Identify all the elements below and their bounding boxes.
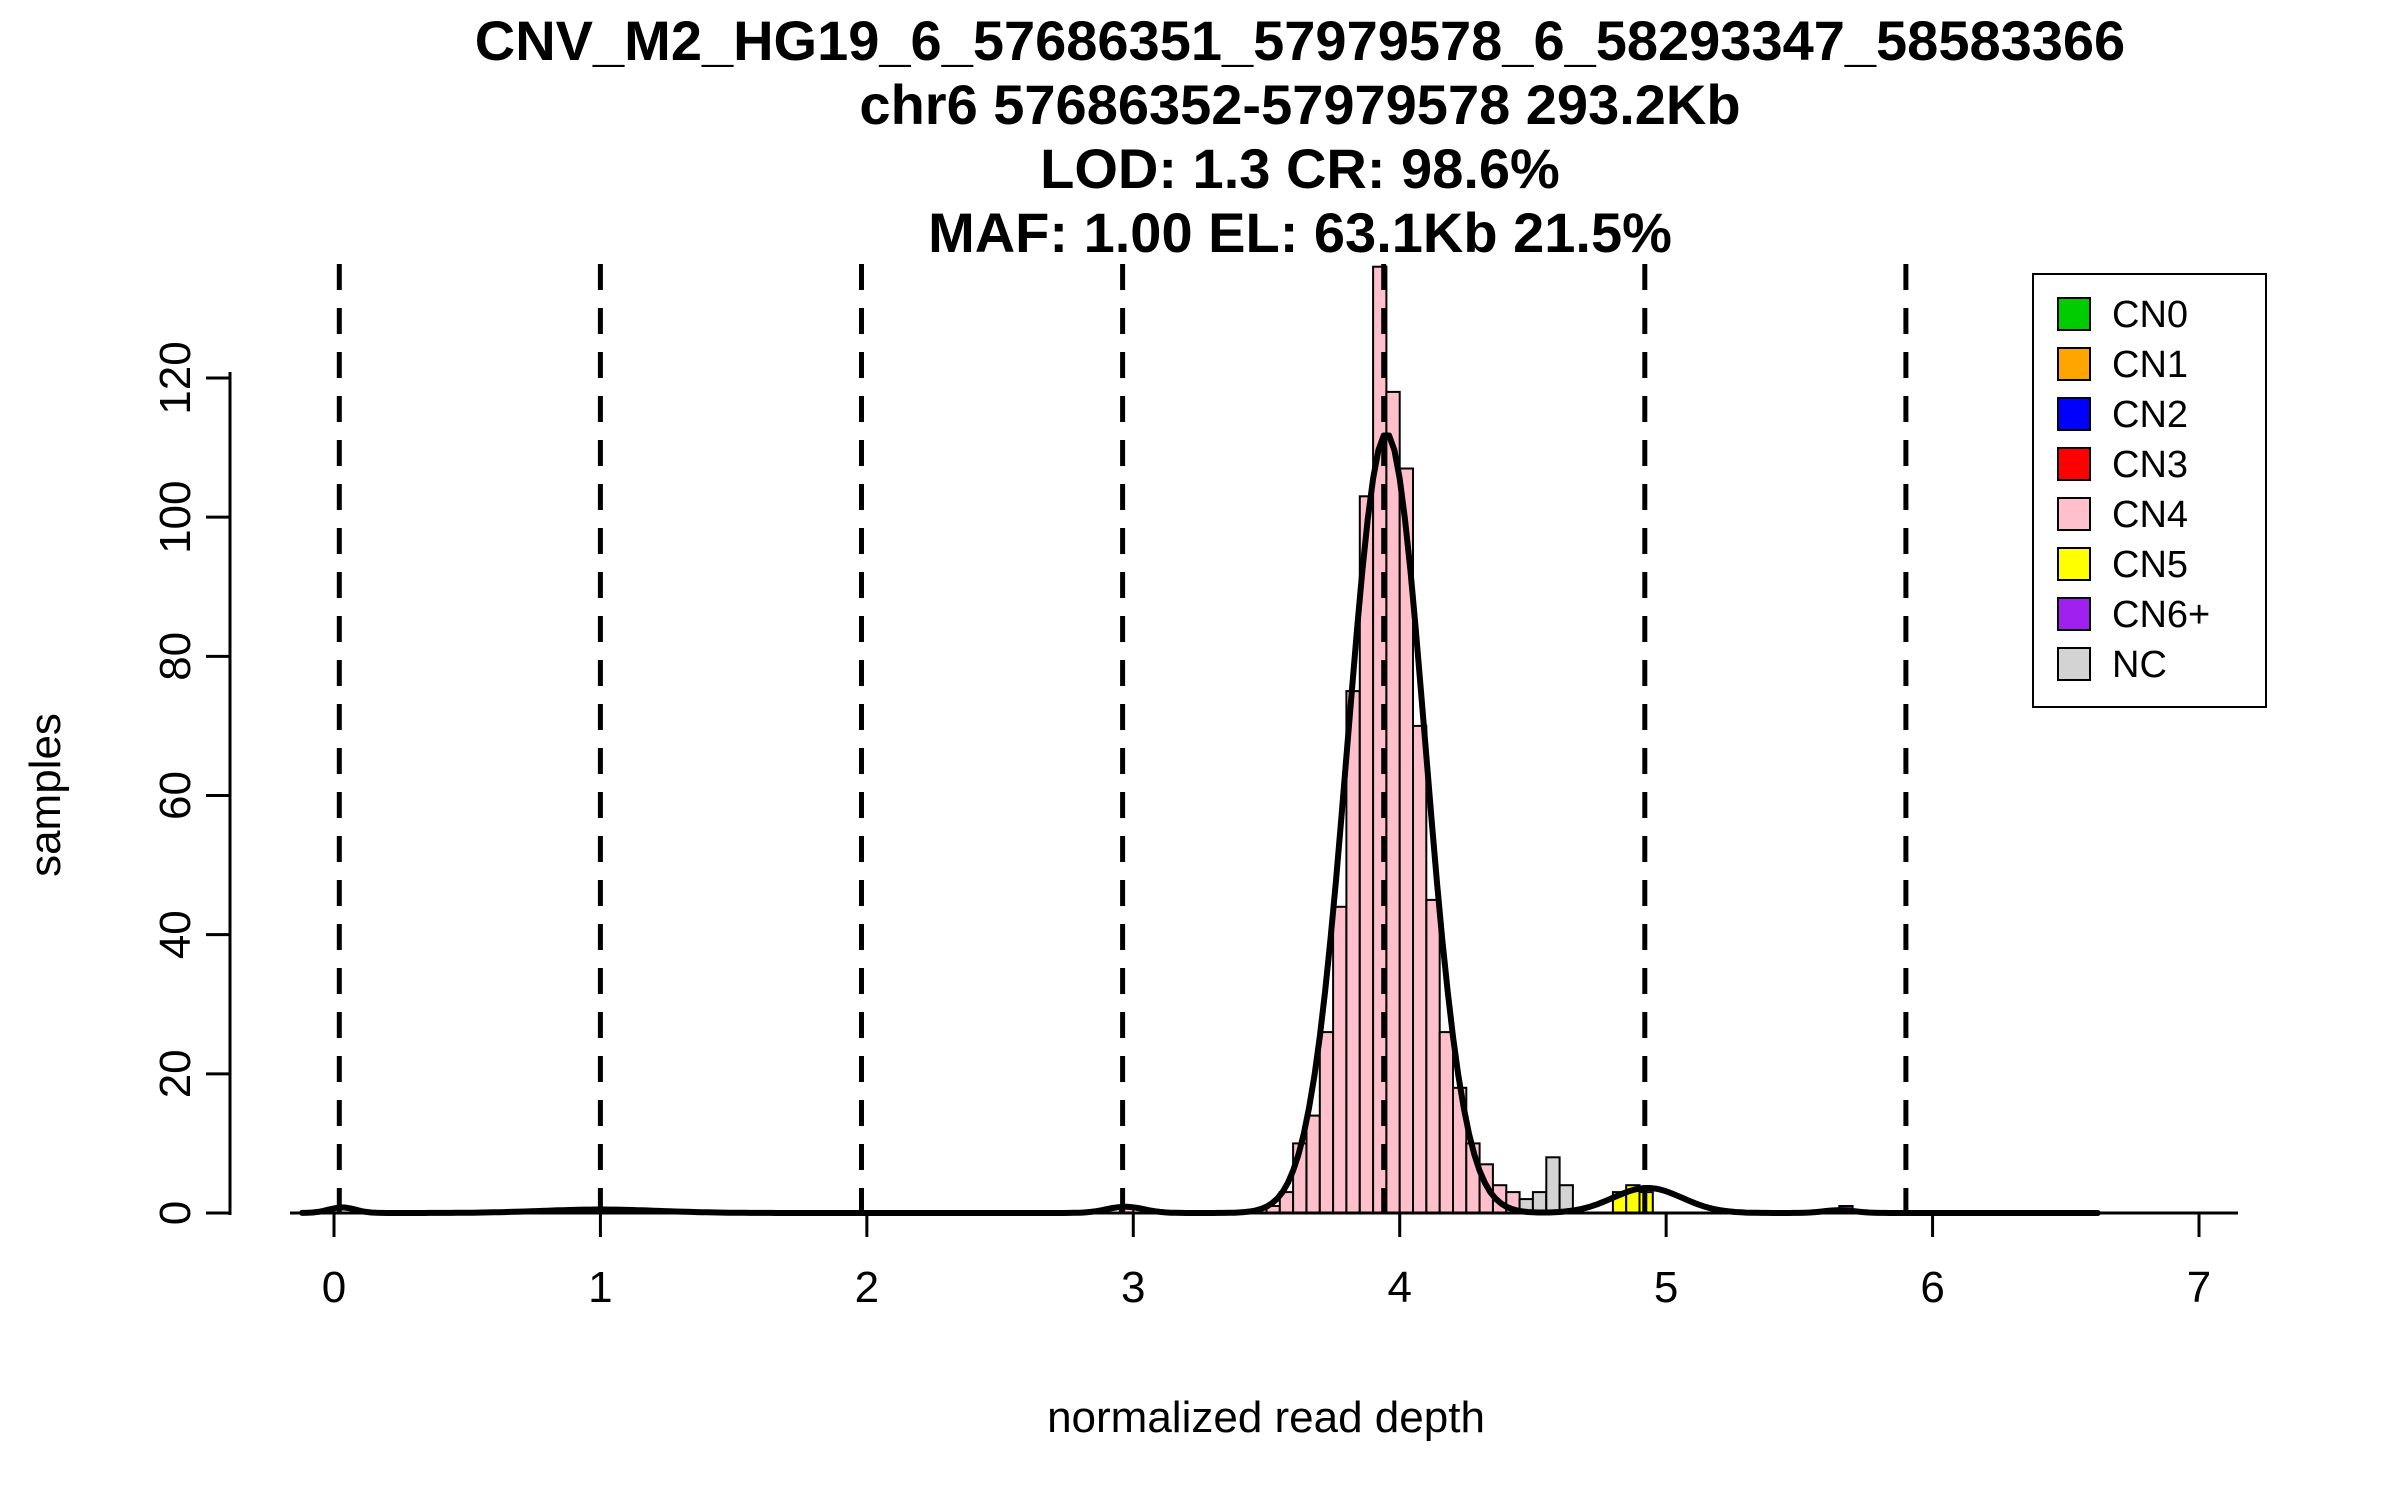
legend-label: CN2	[2112, 394, 2188, 436]
x-tick-label: 2	[855, 1263, 879, 1312]
legend-item: CN3	[2057, 444, 2188, 486]
legend-item: NC	[2057, 644, 2167, 686]
legend-item: CN0	[2057, 294, 2188, 336]
legend-item: CN5	[2057, 544, 2188, 586]
x-tick-label: 6	[1920, 1263, 1944, 1312]
histogram-bar-cn4	[1425, 898, 1441, 1215]
density-curve	[299, 432, 2101, 1216]
title-line-2: chr6 57686352-57979578 293.2Kb	[859, 73, 1740, 136]
y-tick-label: 100	[151, 480, 200, 553]
legend-label: CN0	[2112, 294, 2188, 336]
legend-label: CN3	[2112, 444, 2188, 486]
histogram-bar-cn4	[1318, 1031, 1335, 1214]
legend-swatch-cn5	[2057, 547, 2091, 581]
y-tick-label: 40	[151, 910, 200, 959]
histogram-bar-cn4	[1332, 905, 1348, 1214]
histogram-bars	[1119, 265, 1854, 1215]
x-tick-label: 7	[2187, 1263, 2211, 1312]
legend-item: CN2	[2057, 394, 2188, 436]
legend-swatch-cn0	[2057, 297, 2091, 331]
histogram-bar-cn4	[1412, 724, 1428, 1215]
x-axis: 0 1 2 3 4 5 6 7	[290, 1211, 2238, 1312]
legend: CN0 CN1 CN2 CN3 CN4 CN5 CN6+ NC	[2032, 273, 2267, 708]
x-tick-label: 0	[322, 1263, 346, 1312]
y-tick-label: 0	[151, 1201, 200, 1225]
legend-swatch-cn3	[2057, 447, 2091, 481]
x-tick-label: 4	[1387, 1263, 1411, 1312]
y-tick-label: 20	[151, 1049, 200, 1098]
histogram-bar-cn4	[1345, 690, 1361, 1214]
legend-label: CN4	[2112, 494, 2188, 536]
legend-swatch-cn1	[2057, 347, 2091, 381]
legend-label: CN1	[2112, 344, 2188, 386]
y-tick-label: 60	[151, 771, 200, 820]
legend-item: CN6+	[2057, 594, 2210, 636]
legend-label: CN6+	[2112, 594, 2210, 636]
x-tick-label: 3	[1121, 1263, 1145, 1312]
legend-swatch-cn4	[2057, 497, 2091, 531]
legend-box	[2032, 273, 2267, 708]
histogram-bar-cn4	[1438, 1031, 1454, 1214]
x-tick-label: 5	[1654, 1263, 1678, 1312]
y-axis-label: samples	[21, 713, 70, 877]
legend-swatch-nc	[2057, 647, 2091, 681]
title-line-3: LOD: 1.3 CR: 98.6%	[1040, 137, 1560, 200]
histogram-bar-cn4	[1385, 390, 1401, 1214]
legend-item: CN1	[2057, 344, 2188, 386]
histogram-bar-nc	[1545, 1156, 1561, 1215]
x-tick-label: 1	[588, 1263, 612, 1312]
title-line-1: CNV_M2_HG19_6_57686351_57979578_6_582933…	[475, 9, 2125, 72]
x-axis-label: normalized read depth	[1047, 1393, 1485, 1442]
legend-swatch-cn6plus	[2057, 597, 2091, 631]
cn-center-lines	[336, 264, 1909, 1213]
legend-label: NC	[2112, 644, 2167, 686]
histogram-bar-cn4	[1305, 1114, 1321, 1214]
y-tick-label: 80	[151, 632, 200, 681]
title-line-4: MAF: 1.00 EL: 63.1Kb 21.5%	[928, 201, 1672, 264]
plot-area: 0 1 2 3 4 5 6 7 0 20 40 60 80 100 120	[151, 264, 2238, 1312]
legend-label: CN5	[2112, 544, 2188, 586]
legend-item: CN4	[2057, 494, 2188, 536]
y-tick-label: 120	[151, 341, 200, 414]
legend-swatch-cn2	[2057, 397, 2091, 431]
y-axis: 0 20 40 60 80 100 120	[151, 341, 232, 1225]
